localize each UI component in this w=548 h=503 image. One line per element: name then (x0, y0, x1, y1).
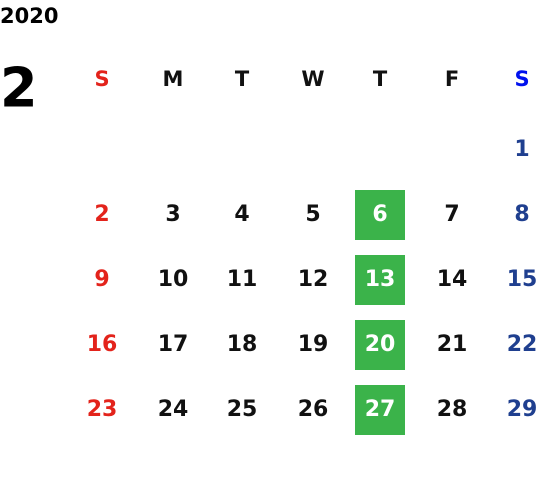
day-number: 9 (94, 267, 109, 292)
day-number: 2 (94, 202, 109, 227)
day-number: 1 (514, 137, 529, 162)
day-number: 16 (87, 332, 118, 357)
weekday-label: W (301, 67, 324, 91)
day-number: 14 (437, 267, 468, 292)
day-number: 17 (158, 332, 189, 357)
day-number: 24 (158, 397, 189, 422)
day-number: 26 (298, 397, 329, 422)
weekday-label: F (445, 67, 459, 91)
highlight-box (355, 190, 405, 240)
day-number: 11 (227, 267, 258, 292)
day-number: 6 (372, 202, 387, 227)
day-number: 19 (298, 332, 329, 357)
highlight-box (355, 385, 405, 435)
day-number: 15 (507, 267, 538, 292)
weekday-label: T (235, 67, 250, 91)
day-number: 25 (227, 397, 258, 422)
weekday-label: S (514, 67, 529, 91)
highlight-box (355, 255, 405, 305)
day-number: 20 (365, 332, 396, 357)
weekday-label: S (94, 67, 109, 91)
day-number: 4 (234, 202, 249, 227)
day-number: 5 (305, 202, 320, 227)
day-number: 10 (158, 267, 189, 292)
day-number: 3 (165, 202, 180, 227)
day-number: 21 (437, 332, 468, 357)
day-number: 29 (507, 397, 538, 422)
day-number: 28 (437, 397, 468, 422)
month: 2 (0, 57, 38, 120)
day-number: 18 (227, 332, 258, 357)
day-number: 13 (365, 267, 396, 292)
year: 2020 (0, 4, 58, 28)
highlight-box (355, 320, 405, 370)
day-number: 22 (507, 332, 538, 357)
day-number: 7 (444, 202, 459, 227)
weekday-label: T (373, 67, 388, 91)
day-number: 27 (365, 397, 396, 422)
weekday-label: M (163, 67, 184, 91)
day-number: 23 (87, 397, 118, 422)
day-number: 8 (514, 202, 529, 227)
day-number: 12 (298, 267, 329, 292)
